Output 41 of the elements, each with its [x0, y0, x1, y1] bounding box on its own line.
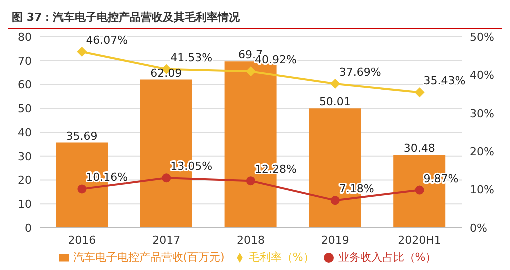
- y2-tick-label: 10%: [470, 184, 494, 197]
- y-tick-label: 30: [18, 150, 32, 164]
- data-label: 41.53%: [170, 51, 213, 64]
- data-label: 62.09: [150, 66, 182, 80]
- x-tick-label: 2020H1: [398, 234, 442, 247]
- y2-tick-label: 0%: [470, 222, 488, 235]
- data-label: 50.01: [319, 96, 351, 109]
- point: [246, 176, 256, 186]
- legend-label: 毛利率（%）: [248, 251, 314, 264]
- point: [77, 47, 88, 58]
- data-label: 30.48: [404, 142, 436, 156]
- y-tick-label: 70: [18, 54, 32, 68]
- y2-tick-label: 40%: [470, 69, 494, 82]
- x-tick-label: 2018: [237, 234, 265, 247]
- point: [246, 66, 256, 77]
- data-label: 35.69: [66, 130, 98, 143]
- y2-tick-label: 30%: [470, 107, 494, 120]
- legend-label: 业务收入占比（%）: [338, 251, 437, 264]
- point: [415, 186, 424, 195]
- point: [162, 174, 172, 183]
- x-tick-label: 2017: [152, 234, 181, 247]
- point: [330, 79, 340, 90]
- y2-tick-label: 20%: [470, 146, 494, 159]
- y-tick-label: 80: [18, 30, 32, 44]
- y-tick-label: 20: [18, 174, 32, 188]
- x-tick-label: 2019: [321, 234, 350, 247]
- chart-title: 图 37：汽车电子电控产品营收及其毛利率情况: [8, 8, 502, 29]
- point: [78, 184, 87, 194]
- y-tick-label: 0: [25, 222, 32, 235]
- x-tick-label: 2016: [68, 234, 96, 247]
- y2-tick-label: 50%: [470, 30, 494, 44]
- y-tick-label: 50: [18, 102, 32, 116]
- data-label: 37.69%: [339, 66, 382, 80]
- y-tick-label: 60: [18, 78, 32, 92]
- point: [414, 88, 425, 98]
- data-label: 46.07%: [86, 34, 128, 48]
- legend-label: 汽车电子电控产品营收(百万元): [73, 251, 225, 264]
- data-label: 35.43%: [424, 74, 466, 88]
- y-tick-label: 40: [18, 126, 32, 140]
- point: [330, 196, 340, 206]
- y-tick-label: 10: [18, 198, 32, 212]
